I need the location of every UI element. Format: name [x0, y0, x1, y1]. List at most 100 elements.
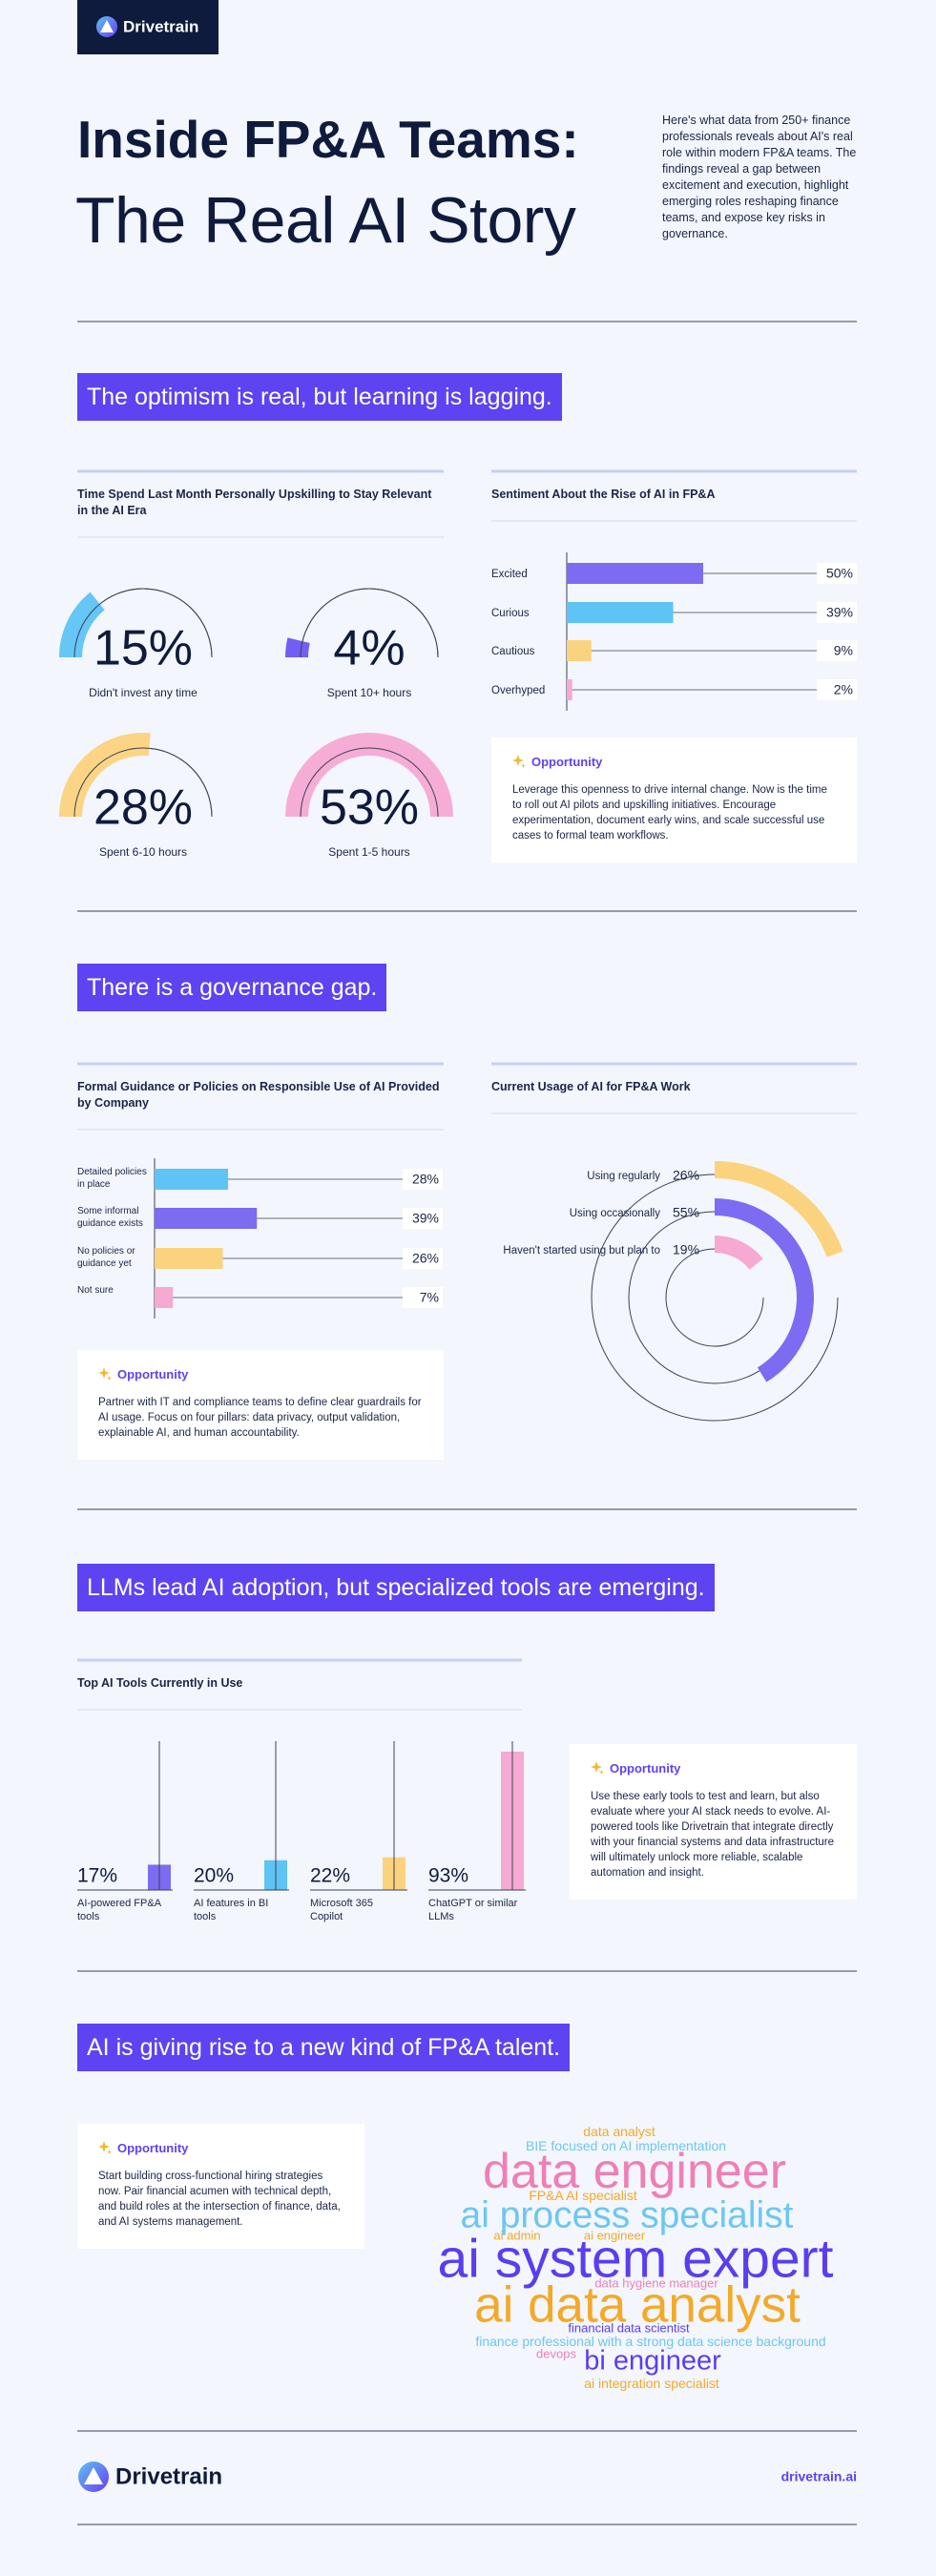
panel-title: Current Usage of AI for FP&A Work [491, 1080, 691, 1093]
value-label: 28% [412, 1172, 439, 1187]
word: BIE focused on AI implementation [525, 2138, 727, 2153]
category-label: Curious [491, 608, 530, 619]
value-bg [403, 1287, 443, 1308]
radial-arc [715, 1198, 814, 1382]
gauge-arc [285, 733, 453, 817]
word: FP&A AI specialist [529, 2188, 637, 2203]
bar [567, 563, 703, 584]
opportunity-box: Opportunity Use these early tools to test… [570, 1744, 857, 1900]
opportunity-label-text: Opportunity [117, 1367, 189, 1381]
value-label: 20% [194, 1865, 234, 1887]
value-bg [403, 1248, 443, 1269]
bar [155, 1169, 228, 1190]
opportunity-text: Leverage this openness to drive internal… [512, 784, 827, 841]
opportunity-label: Opportunity [98, 1367, 423, 1381]
section-heading: The optimism is real, but learning is la… [77, 373, 562, 421]
sparkle-icon [98, 2141, 112, 2154]
word: bi engineer [584, 2345, 721, 2377]
value-label: 26% [673, 1168, 699, 1183]
value-bg [817, 640, 857, 661]
footer-logo-text: Drivetrain [115, 2463, 222, 2489]
category-label: Cautious [491, 646, 535, 657]
logo-icon-mark [100, 20, 114, 32]
word: data engineer [482, 2144, 787, 2199]
gauge-arc [285, 637, 310, 657]
gauge-track [73, 588, 213, 658]
value-bg [817, 563, 857, 584]
opportunity-label-text: Opportunity [610, 1761, 681, 1776]
opportunity-text: Start building cross-functional hiring s… [98, 2171, 341, 2228]
title-line-2: The Real AI Story [75, 184, 576, 257]
word: devops [536, 2346, 576, 2361]
gauge-arc [59, 732, 151, 817]
category-label: Some informal guidance exists [77, 1206, 143, 1229]
section-heading: There is a governance gap. [77, 964, 387, 1011]
category-label: Using regularly [587, 1171, 660, 1182]
gauge-value: 4% [333, 621, 405, 676]
panel-title: Sentiment About the Rise of AI in FP&A [491, 488, 716, 501]
radial-arc [715, 1161, 843, 1257]
word: data hygiene manager [594, 2275, 718, 2291]
section-heading: LLMs lead AI adoption, but specialized t… [77, 1564, 715, 1611]
category-label: Detailed policies in place [77, 1167, 147, 1190]
word: finance professional with a strong data … [475, 2334, 826, 2349]
logo-text: Drivetrain [123, 17, 198, 35]
panel-title: Formal Guidance or Policies on Responsib… [77, 1080, 440, 1110]
radial-track [591, 1174, 839, 1422]
category-label: Overhyped [491, 685, 545, 696]
word: ai process specialist [460, 2194, 794, 2236]
category-label: Using occasionally [570, 1208, 660, 1219]
sparkle-icon [512, 755, 526, 768]
gauge-track [73, 747, 213, 818]
value-label: 17% [77, 1865, 117, 1887]
value-label: 93% [428, 1865, 468, 1887]
opportunity-box: Opportunity Partner with IT and complianc… [77, 1350, 444, 1460]
word: ai engineer [583, 2228, 646, 2243]
radial-track [665, 1248, 764, 1347]
value-bg [403, 1169, 443, 1190]
gauge-value: 53% [320, 780, 419, 836]
opportunity-text: Partner with IT and compliance teams to … [98, 1397, 422, 1439]
category-label: Haven't started using but plan to [503, 1245, 660, 1257]
panel-title: Time Spend Last Month Personally Upskill… [77, 488, 432, 517]
value-label: 55% [673, 1205, 699, 1220]
sparkle [98, 2141, 112, 2154]
word: data analyst [583, 2124, 655, 2139]
category-label: Microsoft 365 Copilot [310, 1898, 374, 1922]
bar [567, 602, 674, 623]
value-label: 50% [826, 566, 853, 581]
value-label: 39% [412, 1211, 439, 1226]
bar [155, 1248, 223, 1269]
bar [567, 679, 572, 700]
sparkle-icon [98, 1367, 112, 1381]
gauge-track [300, 747, 439, 818]
word: financial data scientist [568, 2320, 690, 2336]
word: ai admin [493, 2228, 541, 2243]
opportunity-label: Opportunity [512, 755, 836, 769]
value-bg [817, 679, 857, 700]
word: ai data analyst [474, 2276, 801, 2334]
gauge-label: Spent 10+ hours [327, 686, 411, 699]
category-label: Not sure [77, 1285, 114, 1296]
category-label: AI features in BI tools [194, 1898, 269, 1922]
gauge-label: Spent 1-5 hours [328, 845, 409, 859]
intro: Here's what data from 250+ finance profe… [662, 114, 857, 240]
radial-arc [715, 1236, 763, 1270]
bar [155, 1287, 174, 1308]
category-label: AI-powered FP&A tools [77, 1898, 161, 1922]
gauge-track [300, 588, 439, 658]
opportunity-label-text: Opportunity [531, 755, 603, 769]
value-label: 7% [420, 1290, 439, 1305]
footer-url[interactable]: drivetrain.ai [781, 2469, 857, 2484]
gauge-label: Didn't invest any time [89, 686, 198, 699]
value-label: 22% [310, 1865, 350, 1887]
value-label: 26% [412, 1251, 439, 1266]
bar [567, 640, 592, 661]
category-label: ChatGPT or similar LLMs [428, 1898, 518, 1922]
value-label: 19% [673, 1242, 699, 1257]
sparkle-icon [591, 1761, 604, 1775]
value-bg [403, 1208, 443, 1229]
gauge-label: Spent 6-10 hours [99, 845, 187, 859]
value-bg [817, 602, 857, 623]
